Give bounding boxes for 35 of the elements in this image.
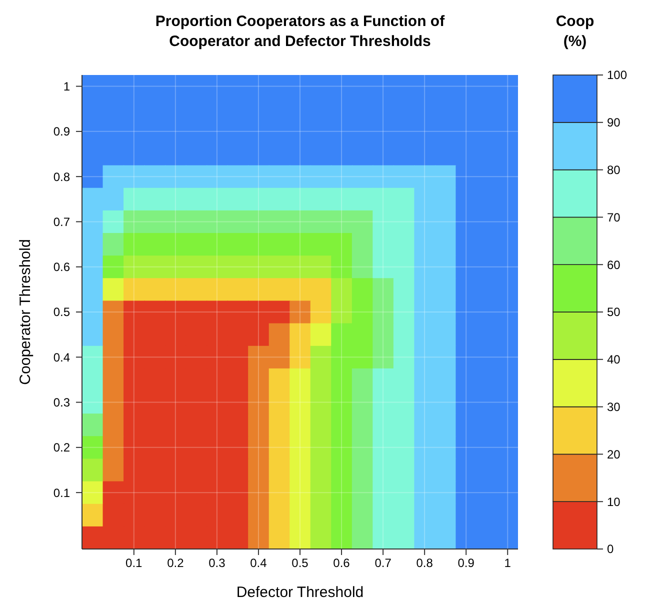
y-tick-label: 0.4 [53,350,70,364]
y-tick-label: 0.2 [53,440,70,455]
color-bar-label: 30 [607,400,621,414]
x-tick-label: 0.9 [458,556,475,570]
x-tick-label: 0.7 [374,556,392,570]
y-tick-label: 0.8 [53,170,70,184]
y-tick-label: 0.3 [53,395,70,410]
y-tick-label: 0.9 [53,124,70,139]
x-tick-label: 0.8 [416,556,434,570]
x-tick-label: 0.4 [250,556,268,570]
y-tick-label: 1 [63,79,70,94]
y-tick-label: 0.6 [53,260,70,274]
x-axis-title: Defector Threshold [236,584,364,601]
x-tick-label: 0.6 [333,556,350,570]
color-bar-label: 40 [607,352,621,367]
x-tick-label: 0.1 [126,556,143,570]
chart-title: Proportion Cooperators as a Function of Cooperator and Defector Thresholds [155,13,446,50]
color-bar-label: 10 [607,494,621,509]
x-tick-label: 0.3 [208,556,226,570]
color-bar-title: Coop (%) [556,13,594,50]
color-bar-label: 90 [607,116,621,130]
x-tick-label: 0.2 [167,556,184,570]
color-bar-label: 20 [607,447,621,462]
y-tick-label: 0.1 [53,486,70,500]
y-tick-label: 0.5 [53,305,70,320]
x-tick-label: 1 [504,556,512,570]
color-bar-label: 70 [607,210,621,224]
color-bar-label: 100 [607,68,628,82]
color-bar-label: 80 [607,163,621,177]
y-tick-label: 0.7 [53,214,70,229]
color-bar-label: 50 [607,305,621,320]
x-tick-label: 0.5 [292,556,309,570]
color-bar-label: 60 [607,258,621,272]
color-bar-label: 0 [607,542,614,556]
y-axis-title: Cooperator Threshold [17,239,34,385]
